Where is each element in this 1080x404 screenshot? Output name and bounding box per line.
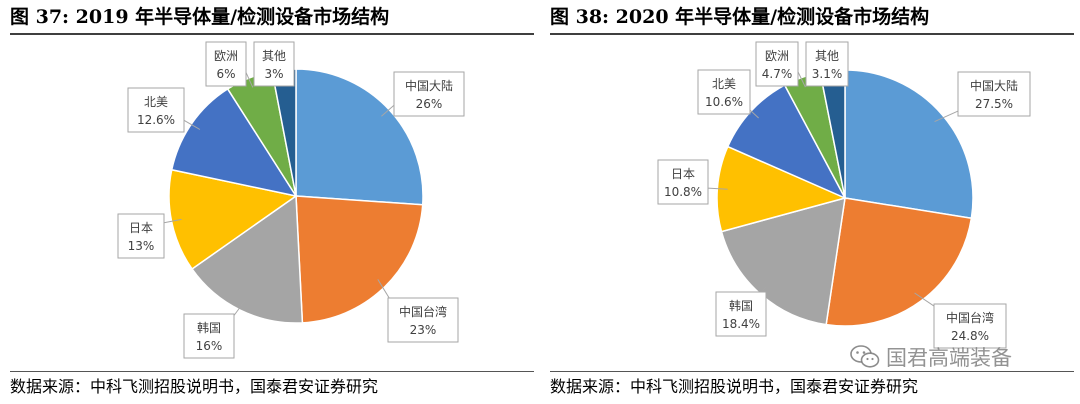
label-box [957, 71, 1031, 117]
label-category: 欧洲 [765, 49, 789, 63]
label-box [387, 297, 459, 343]
label-value: 27.5% [975, 97, 1013, 111]
source-note: 数据来源：中科飞测招股说明书，国泰君安证券研究 [10, 377, 379, 396]
label-box [805, 41, 849, 87]
label-value: 18.4% [722, 317, 760, 331]
data-label-europe: 欧洲 4.7% [755, 41, 799, 87]
label-value: 12.6% [137, 113, 175, 127]
label-box [697, 69, 751, 115]
data-label-korea: 韩国 18.4% [715, 291, 767, 337]
figure-37-panel: 图 37: 2019 年半导体量/检测设备市场结构 中国大陆 26% 中国台湾 23%… [10, 6, 534, 396]
label-box [657, 159, 709, 205]
watermark: 国君高端装备 [850, 343, 1072, 371]
label-value: 24.8% [951, 329, 989, 343]
watermark-text: 国君高端装备 [886, 346, 1012, 370]
label-value: 6% [216, 67, 235, 81]
pie-slice-china-mainland [844, 69, 974, 220]
label-category: 韩国 [197, 320, 221, 335]
label-box [253, 41, 295, 87]
figure-title: 图 37: 2019 年半导体量/检测设备市场结构 [10, 6, 390, 28]
label-box [183, 313, 235, 359]
pie-slice-north-america [170, 87, 298, 198]
pie-slice-korea [190, 194, 304, 324]
data-labels: 中国大陆 26% 中国台湾 23% 韩国 16% 日本 13% 北美 12.6% 欧洲 6% 其他 3% [117, 41, 465, 359]
pie-slice-china-taiwan [295, 195, 424, 324]
label-box [393, 71, 465, 117]
label-box [755, 41, 799, 87]
leader-line [377, 279, 390, 299]
label-value: 3.1% [812, 67, 843, 81]
source-note: 数据来源：中科飞测招股说明书，国泰君安证券研究 [550, 377, 919, 396]
pie-slices [168, 68, 424, 324]
label-category: 其他 [815, 49, 839, 63]
pie-slice-china-taiwan [825, 197, 973, 327]
data-label-north-america: 北美 12.6% [127, 87, 185, 133]
pie-slices [716, 69, 974, 327]
data-labels: 中国大陆 27.5% 中国台湾 24.8% 韩国 18.4% 日本 10.8% 北美 10.6% 欧… [657, 41, 1031, 349]
data-label-japan: 日本 13% [117, 213, 165, 259]
label-value: 10.8% [664, 185, 702, 199]
figure-title: 图 38: 2020 年半导体量/检测设备市场结构 [550, 6, 930, 28]
leader-line [381, 104, 395, 117]
data-label-other: 其他 3.1% [805, 41, 849, 87]
data-label-europe: 欧洲 6% [205, 41, 247, 87]
leader-line [934, 110, 959, 123]
leader-line [183, 119, 201, 130]
leader-line [233, 300, 246, 316]
label-category: 中国大陆 [970, 78, 1018, 93]
data-label-japan: 日本 10.8% [657, 159, 709, 205]
wechat-icon [850, 345, 880, 368]
leader-line [914, 292, 935, 307]
label-category: 日本 [671, 167, 695, 181]
label-category: 北美 [712, 77, 736, 91]
source-rule [10, 371, 534, 372]
label-category: 日本 [129, 221, 153, 235]
data-label-china-mainland: 中国大陆 26% [393, 71, 465, 117]
label-value: 10.6% [705, 95, 743, 109]
data-label-north-america: 北美 10.6% [697, 69, 751, 115]
label-category: 中国台湾 [399, 304, 447, 319]
label-value: 3% [264, 67, 283, 81]
data-label-other: 其他 3% [253, 41, 295, 87]
label-category: 北美 [144, 95, 168, 109]
label-value: 4.7% [762, 67, 793, 81]
chart-frame: 中国大陆 27.5% 中国台湾 24.8% 韩国 18.4% 日本 10.8% 北美 10.6% 欧… [554, 36, 1066, 370]
label-box [933, 303, 1007, 349]
label-box [715, 291, 767, 337]
leader-line [245, 72, 254, 88]
label-value: 13% [128, 239, 155, 253]
data-label-china-taiwan: 中国台湾 24.8% [933, 303, 1007, 349]
pie-chart-2020: 中国大陆 27.5% 中国台湾 24.8% 韩国 18.4% 日本 10.8% 北美 10.6% 欧… [657, 41, 1031, 349]
label-category: 韩国 [729, 298, 753, 313]
title-rule [10, 33, 534, 35]
chart-frame: 中国大陆 26% 中国台湾 23% 韩国 16% 日本 13% 北美 12.6% 欧洲 6% 其他 3% [14, 36, 526, 370]
data-label-korea: 韩国 16% [183, 313, 235, 359]
title-rule [550, 33, 1074, 35]
leader-line [163, 218, 182, 224]
label-category: 中国台湾 [946, 310, 994, 325]
leader-line [707, 187, 728, 190]
data-label-china-taiwan: 中国台湾 23% [387, 297, 459, 343]
label-value: 26% [416, 97, 443, 111]
leader-line [797, 71, 806, 88]
label-box [205, 41, 247, 87]
pie-chart-2019: 中国大陆 26% 中国台湾 23% 韩国 16% 日本 13% 北美 12.6% 欧洲 6% 其他 3% [117, 41, 465, 359]
label-box [127, 87, 185, 133]
figure-38-panel: 图 38: 2020 年半导体量/检测设备市场结构 中国大陆 27.5% 中国台湾 2… [540, 0, 1080, 404]
label-category: 欧洲 [214, 49, 238, 63]
label-category: 其他 [262, 49, 286, 63]
source-rule [550, 371, 1074, 372]
label-category: 中国大陆 [405, 78, 453, 93]
label-value: 16% [196, 339, 223, 353]
label-box [117, 213, 165, 259]
label-value: 23% [410, 323, 437, 337]
data-label-china-mainland: 中国大陆 27.5% [957, 71, 1031, 117]
